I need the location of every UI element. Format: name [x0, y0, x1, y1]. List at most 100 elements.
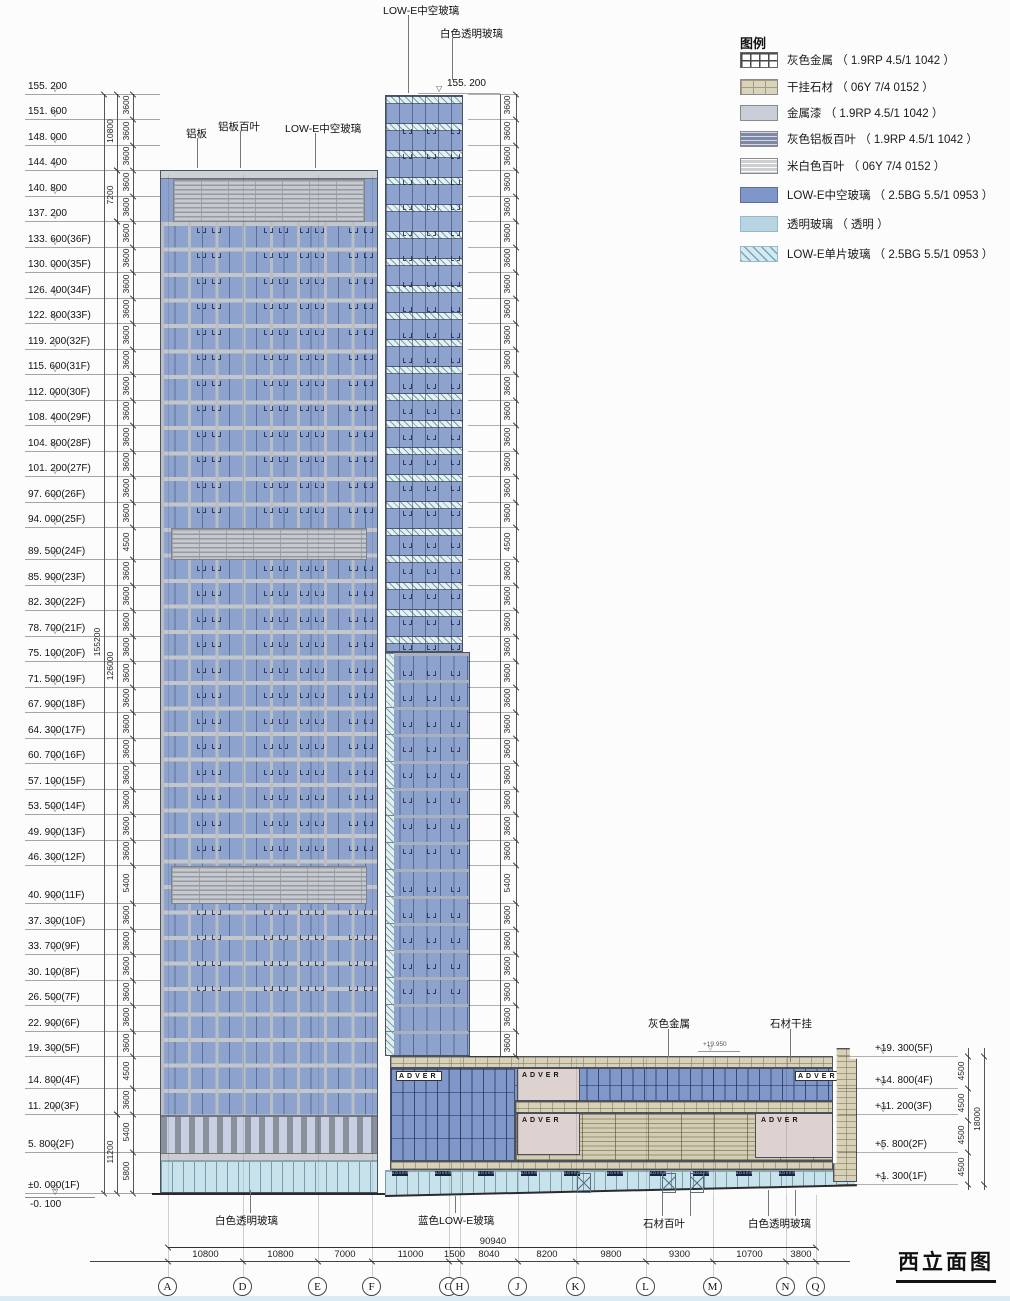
level-marker: ▽ [52, 918, 59, 928]
leader-line [698, 1051, 740, 1052]
window-vent-icon [451, 670, 460, 676]
window-vent-icon [451, 205, 460, 211]
dim-line [25, 501, 160, 503]
dim-line [468, 195, 518, 197]
window-vent-icon [403, 409, 412, 415]
window-vent-icon [364, 960, 373, 966]
page-edge [0, 1296, 1010, 1301]
legend-item: 透明玻璃 （ 透明 ） [740, 216, 889, 232]
window-vent-icon [197, 278, 206, 284]
window-vent-icon [403, 383, 412, 389]
window-vent-icon [315, 355, 324, 361]
billboard-3f-right: ADVER [755, 1113, 833, 1158]
ground-adver-sign: ADVER [779, 1171, 795, 1176]
window-vent-icon [279, 253, 288, 259]
podium-end-wall [833, 1048, 857, 1182]
window-vent-icon [427, 358, 436, 364]
level-label: 94. 000(25F) [28, 514, 86, 526]
dim-line [713, 1058, 714, 1195]
window-vent-icon [212, 591, 221, 597]
dim-line [713, 1195, 714, 1277]
level-marker: ▽ [880, 1078, 887, 1088]
window-vent-icon [349, 355, 358, 361]
window-vent-icon [315, 667, 324, 673]
window-vent-icon [300, 253, 309, 259]
window-vent-icon [349, 406, 358, 412]
tower-parapet-cap [161, 171, 377, 179]
leader-line [250, 1190, 251, 1213]
grid-metal-swatch-icon [740, 52, 778, 68]
label-stone-louver-b: 石材百叶 [643, 1218, 685, 1230]
window-vent-icon [197, 304, 206, 310]
window-vent-icon [300, 227, 309, 233]
gray-louver-swatch-icon [740, 131, 778, 147]
window-vent-icon [264, 355, 273, 361]
dim-line [25, 119, 160, 121]
legend-label: 米白色百叶 （ 06Y 7/4 0152 ） [787, 161, 946, 173]
drawing-title: 西立面图 [898, 1251, 994, 1274]
window-vent-icon [403, 205, 412, 211]
dim-line [25, 272, 160, 274]
dim-line [372, 1195, 373, 1277]
level-marker: ▽ [52, 313, 59, 323]
level-label: 104. 800(28F) [28, 437, 91, 449]
level-label: 82. 300(22F) [28, 597, 86, 609]
dim-line [838, 1151, 958, 1153]
window-vent-icon [315, 253, 324, 259]
window-vent-icon [403, 332, 412, 338]
dim-line [25, 425, 160, 427]
window-vent-icon [451, 645, 460, 651]
window-vent-icon [212, 278, 221, 284]
window-vent-icon [427, 989, 436, 995]
window-vent-icon [349, 642, 358, 648]
window-vent-icon [315, 769, 324, 775]
window-vent-icon [451, 721, 460, 727]
window-vent-icon [364, 986, 373, 992]
window-vent-icon [212, 304, 221, 310]
window-vent-icon [403, 434, 412, 440]
clear-glass-swatch-icon [740, 216, 778, 232]
dim-line [468, 661, 518, 663]
window-vent-icon [349, 693, 358, 699]
level-label: 130. 000(35F) [28, 259, 91, 271]
dim-value: 126000 [105, 652, 115, 681]
beige-louver-swatch-icon [740, 158, 778, 174]
level-label: 46. 300(12F) [28, 852, 86, 864]
window-vent-icon [451, 989, 460, 995]
window-vent-icon [364, 431, 373, 437]
legend-label: 金属漆 （ 1.9RP 4.5/1 1042 ） [787, 108, 944, 120]
window-vent-icon [212, 508, 221, 514]
window-vent-icon [279, 986, 288, 992]
window-vent-icon [300, 457, 309, 463]
window-vent-icon [212, 909, 221, 915]
window-vent-icon [279, 457, 288, 463]
level-marker: ▽ [52, 83, 59, 93]
dim-line [468, 559, 518, 561]
secondary-tower-upper [385, 95, 463, 652]
dim-line [468, 814, 518, 816]
level-label: 137. 200 [28, 208, 67, 220]
window-vent-icon [212, 253, 221, 259]
window-vent-icon [427, 721, 436, 727]
dim-line [25, 476, 160, 478]
label-lowe-top: LOW-E中空玻璃 [383, 5, 460, 17]
window-vent-icon [264, 406, 273, 412]
adver-sign: ADVER [761, 1117, 801, 1124]
podium-stone-band-low [390, 1161, 833, 1170]
window-vent-icon [451, 358, 460, 364]
window-vent-icon [300, 508, 309, 514]
window-vent-icon [264, 795, 273, 801]
window-vent-icon [364, 304, 373, 310]
leader-line [795, 1190, 796, 1216]
window-vent-icon [427, 383, 436, 389]
grid-span-dim: 10800 [267, 1249, 294, 1260]
level-marker: ▽ [52, 160, 59, 170]
window-vent-icon [279, 718, 288, 724]
window-vent-icon [451, 912, 460, 918]
dim-line [468, 348, 518, 350]
level-marker: ▽ [52, 134, 59, 144]
dim-line [25, 661, 160, 663]
secondary-tower-edge-hatch [386, 653, 394, 1055]
window-vent-icon [315, 909, 324, 915]
level-line [418, 93, 500, 94]
